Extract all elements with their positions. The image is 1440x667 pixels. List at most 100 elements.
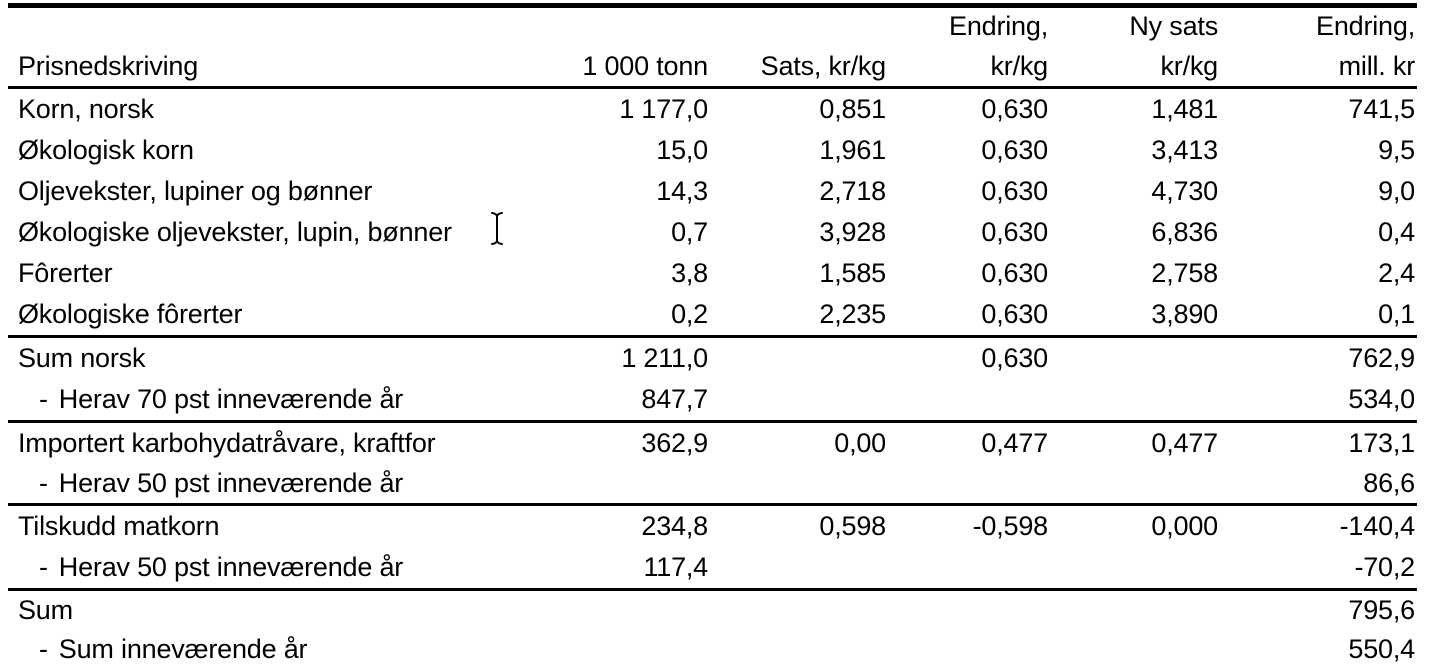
cell-value: -70,2 bbox=[1354, 552, 1415, 582]
cell-value: 0,630 bbox=[981, 176, 1048, 206]
cell-value bbox=[710, 590, 888, 631]
header-cell-endring-mill: Endring, bbox=[1316, 11, 1415, 41]
cell-value: 9,0 bbox=[1378, 176, 1415, 206]
table-row: - Herav 50 pst inneværende år 117,4 -70,2 bbox=[8, 547, 1417, 590]
cell-value bbox=[888, 590, 1050, 631]
indent-dash: - bbox=[39, 634, 48, 664]
cell-value: 0,477 bbox=[981, 428, 1048, 458]
cell-value: 362,9 bbox=[641, 428, 708, 458]
table-row: Økologiske oljevekster, lupin, bønner 0,7… bbox=[8, 212, 1417, 253]
cell-value: 3,413 bbox=[1151, 135, 1218, 165]
row-label: - Herav 50 pst inneværende år bbox=[8, 547, 548, 590]
cell-value: 86,6 bbox=[1363, 468, 1415, 498]
cell-value: 0,630 bbox=[981, 258, 1048, 288]
cell-value: 1 211,0 bbox=[621, 343, 708, 373]
cell-value: 0,598 bbox=[819, 511, 886, 541]
table-section: Korn, norsk 1 177,0 0,851 0,630 1,481 741,5 Øk… bbox=[8, 88, 1417, 337]
cell-value bbox=[710, 547, 888, 590]
cell-value: 1,961 bbox=[819, 135, 886, 165]
table-row: Sum 795,6 bbox=[8, 590, 1417, 631]
cell-value: 847,7 bbox=[641, 384, 708, 414]
row-label: Økologiske fôrerter bbox=[18, 299, 243, 329]
cell-value bbox=[1050, 463, 1220, 505]
row-label-text: Herav 50 pst inneværende år bbox=[58, 468, 404, 498]
cell-value: 0,630 bbox=[981, 217, 1048, 247]
table-row: - Herav 70 pst inneværende år 847,7 534,0 bbox=[8, 379, 1417, 422]
header-cell-1000-tonn: 1 000 tonn bbox=[582, 51, 708, 81]
header-cell bbox=[8, 6, 548, 47]
header-cell-ny-sats: Ny sats bbox=[1129, 11, 1218, 41]
cell-value bbox=[888, 630, 1050, 667]
cell-value bbox=[888, 379, 1050, 422]
row-label: - Herav 70 pst inneværende år bbox=[8, 379, 548, 422]
cell-value bbox=[710, 630, 888, 667]
row-label: Økologiske oljevekster, lupin, bønner bbox=[18, 217, 452, 247]
cell-value: 117,4 bbox=[643, 552, 708, 582]
cell-value: 2,758 bbox=[1151, 258, 1218, 288]
cell-value: 0,630 bbox=[981, 94, 1048, 124]
row-label: Importert karbohydatråvare, kraftfor bbox=[18, 428, 436, 458]
prisnedskriving-table: Endring, Ny sats Endring, Prisnedskrivin… bbox=[8, 3, 1417, 667]
header-cell-sats-krkg: Sats, kr/kg bbox=[760, 51, 887, 81]
row-label-text: Herav 70 pst inneværende år bbox=[58, 384, 404, 414]
cell-value: 795,6 bbox=[1348, 595, 1415, 625]
row-label: Korn, norsk bbox=[18, 94, 154, 124]
table-row: Økologisk korn 15,0 1,961 0,630 3,413 9,5 bbox=[8, 130, 1417, 171]
cell-value bbox=[1050, 337, 1220, 380]
row-label-text: Sum inneværende år bbox=[58, 634, 308, 664]
cell-value: 0,630 bbox=[981, 299, 1048, 329]
indent-dash: - bbox=[39, 384, 48, 414]
cell-value bbox=[888, 547, 1050, 590]
table-row: Sum norsk 1 211,0 0,630 762,9 bbox=[8, 337, 1417, 380]
table-row: Fôrerter 3,8 1,585 0,630 2,758 2,4 bbox=[8, 253, 1417, 294]
header-cell-krkg: kr/kg bbox=[990, 51, 1048, 81]
header-cell-krkg: kr/kg bbox=[1160, 51, 1218, 81]
cell-value: 3,928 bbox=[819, 217, 886, 247]
table-section: Sum 795,6 - Sum inneværende år 550,4 bbox=[8, 589, 1417, 667]
header-cell bbox=[548, 6, 710, 47]
table-header: Endring, Ny sats Endring, Prisnedskrivin… bbox=[8, 6, 1417, 88]
cell-value bbox=[710, 337, 888, 380]
table-row: Økologiske fôrerter 0,2 2,235 0,630 3,890 0,1 bbox=[8, 294, 1417, 337]
table-row: Oljevekster, lupiner og bønner 14,3 2,718 0… bbox=[8, 171, 1417, 212]
indent-dash: - bbox=[39, 552, 48, 582]
cell-value: 173,1 bbox=[1348, 428, 1415, 458]
cell-value: 0,630 bbox=[981, 343, 1048, 373]
cell-value: 0,477 bbox=[1151, 428, 1218, 458]
row-label: Oljevekster, lupiner og bønner bbox=[18, 176, 373, 206]
table-row: Korn, norsk 1 177,0 0,851 0,630 1,481 741,5 bbox=[8, 88, 1417, 131]
cell-value bbox=[1050, 590, 1220, 631]
indent-dash: - bbox=[39, 468, 48, 498]
table-section: Sum norsk 1 211,0 0,630 762,9 - Herav 70 pst … bbox=[8, 336, 1417, 422]
cell-value: 3,890 bbox=[1151, 299, 1218, 329]
row-label: - Sum inneværende år bbox=[8, 630, 548, 667]
row-label-text: Herav 50 pst inneværende år bbox=[58, 552, 404, 582]
row-label: Tilskudd matkorn bbox=[18, 511, 220, 541]
cell-value: 15,0 bbox=[656, 135, 708, 165]
cell-value: 2,4 bbox=[1378, 258, 1415, 288]
cell-value: 0,00 bbox=[834, 428, 886, 458]
cell-value: 9,5 bbox=[1378, 135, 1415, 165]
cell-value bbox=[888, 463, 1050, 505]
cell-value: 0,1 bbox=[1378, 299, 1415, 329]
table-section: Tilskudd matkorn 234,8 0,598 -0,598 0,000 -14… bbox=[8, 504, 1417, 590]
header-row-top: Endring, Ny sats Endring, bbox=[8, 6, 1417, 47]
cell-value: 3,8 bbox=[671, 258, 708, 288]
header-cell-prisnedskriving: Prisnedskriving bbox=[18, 51, 199, 81]
price-reduction-table-container: Endring, Ny sats Endring, Prisnedskrivin… bbox=[8, 3, 1417, 667]
cell-value bbox=[1050, 547, 1220, 590]
row-label: - Herav 50 pst inneværende år bbox=[8, 463, 548, 505]
cell-value: 762,9 bbox=[1348, 343, 1415, 373]
cell-value: -140,4 bbox=[1339, 511, 1416, 541]
cell-value: 4,730 bbox=[1151, 176, 1218, 206]
header-cell bbox=[710, 6, 888, 47]
cell-value bbox=[710, 463, 888, 505]
cell-value: 1,585 bbox=[819, 258, 886, 288]
cell-value: 0,4 bbox=[1378, 217, 1415, 247]
cell-value: 1,481 bbox=[1151, 94, 1218, 124]
row-label: Fôrerter bbox=[18, 258, 113, 288]
cell-value: 0,2 bbox=[671, 299, 708, 329]
cell-value: 6,836 bbox=[1151, 217, 1218, 247]
header-row-bottom: Prisnedskriving 1 000 tonn Sats, kr/kg k… bbox=[8, 46, 1417, 88]
